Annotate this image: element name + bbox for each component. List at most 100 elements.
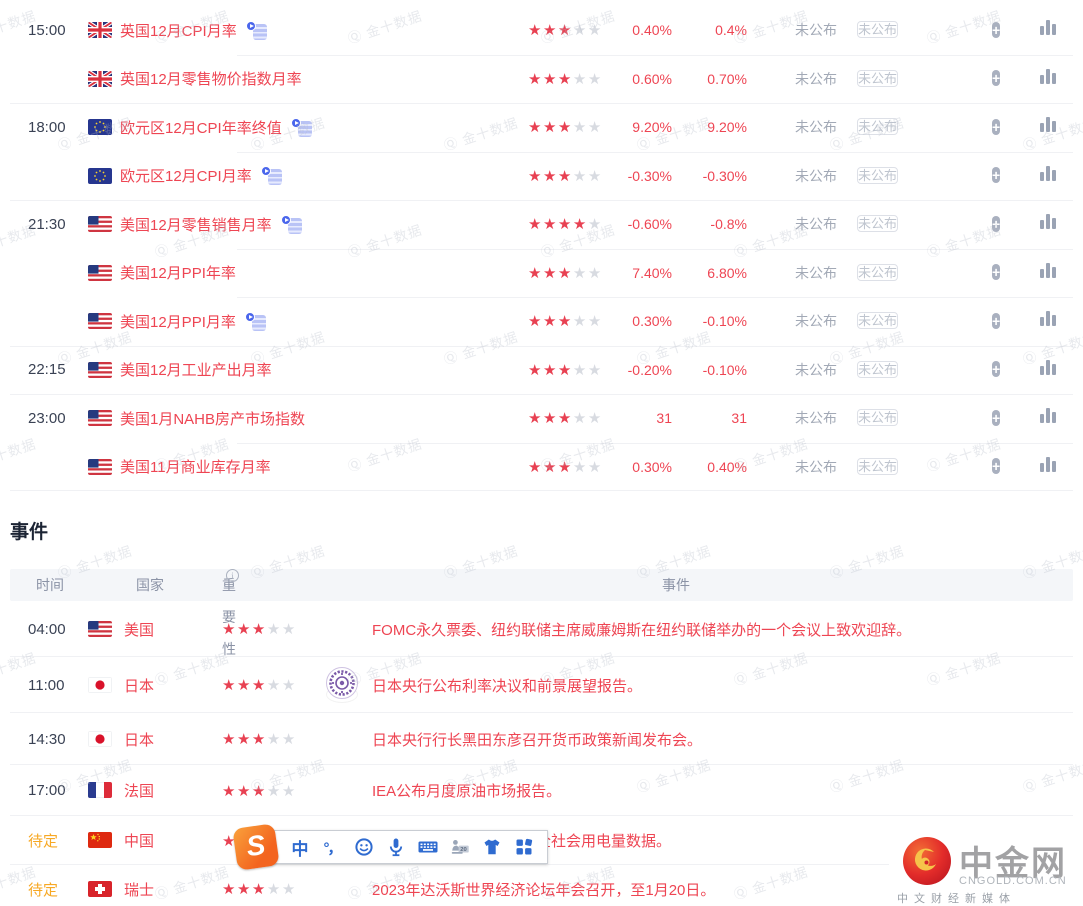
history-chart-icon[interactable] [1040, 117, 1056, 133]
sogou-ime-toolbar[interactable]: S 中 °， 20 [232, 823, 548, 871]
published-value-field[interactable]: 未公布 [857, 360, 899, 378]
star-icon: ★ [236, 782, 252, 800]
cngold-name: 中金网 [959, 845, 1067, 883]
star-icon: ★ [572, 119, 588, 137]
published-value-field[interactable]: 未公布 [857, 409, 899, 427]
previous-value: 9.20% [632, 119, 672, 136]
add-alert-button[interactable]: + [992, 409, 1001, 426]
star-icon: ★ [266, 782, 282, 800]
indicator-name[interactable]: 美国12月PPI月率 [120, 313, 236, 331]
importance-stars: ★★★★★ [222, 881, 297, 898]
star-icon: ★ [528, 216, 543, 234]
star-icon: ★ [557, 216, 573, 234]
indicator-name[interactable]: 美国12月工业产出月率 [120, 362, 272, 380]
add-alert-button[interactable]: + [992, 215, 1001, 232]
indicator-name[interactable]: 欧元区12月CPI年率终值 [120, 119, 282, 137]
history-chart-icon[interactable] [1040, 214, 1056, 230]
event-description: IEA公布月度原油市场报告。 [372, 783, 562, 800]
event-time: 04:00 [28, 620, 66, 638]
published-value-field[interactable]: 未公布 [857, 166, 899, 184]
release-time: 23:00 [28, 409, 66, 427]
indicator-name[interactable]: 英国12月CPI月率 [120, 22, 237, 40]
published-value-field[interactable]: 未公布 [857, 118, 899, 136]
calendar-row: 21:30 美国12月零售销售月率 ★★★★★ -0.60% -0.8% 未公布… [0, 200, 1083, 249]
event-time: 待定 [28, 833, 59, 850]
economic-data-table: 15:00 英国12月CPI月率 ★★★★★ 0.40% 0.4% 未公布 未公… [0, 20, 1083, 491]
star-icon: ★ [251, 881, 267, 898]
country-flag-jp [88, 676, 112, 693]
indicator-name[interactable]: 美国11月商业库存月率 [120, 459, 271, 477]
country-flag-us [88, 410, 112, 427]
add-alert-button[interactable]: + [992, 167, 1001, 184]
star-icon: ★ [542, 410, 558, 428]
previous-value: 0.40% [632, 22, 672, 39]
skin-icon[interactable] [481, 835, 503, 859]
toolbox-icon[interactable] [513, 835, 535, 859]
add-alert-button[interactable]: + [992, 264, 1001, 281]
star-icon: ★ [557, 70, 573, 88]
video-explain-icon[interactable] [244, 311, 266, 331]
published-status: 未公布 [795, 264, 837, 281]
published-value-field[interactable]: 未公布 [857, 69, 899, 87]
indicator-name[interactable]: 美国1月NAHB房产市场指数 [120, 410, 306, 428]
published-value-field[interactable]: 未公布 [857, 215, 899, 233]
star-icon: ★ [251, 677, 267, 694]
emoji-icon[interactable] [353, 835, 375, 859]
chinese-mode-icon[interactable]: 中 [291, 839, 309, 859]
star-icon: ★ [572, 70, 588, 88]
add-alert-button[interactable]: + [992, 70, 1001, 87]
star-icon: ★ [528, 22, 543, 40]
video-explain-icon[interactable] [280, 214, 302, 234]
published-value-field[interactable]: 未公布 [857, 263, 899, 281]
microphone-icon[interactable] [385, 835, 407, 859]
event-time: 待定 [28, 881, 59, 899]
keyboard-icon[interactable] [417, 835, 439, 859]
punctuation-icon[interactable]: °， [323, 839, 343, 857]
history-chart-icon[interactable] [1040, 20, 1056, 36]
add-alert-button[interactable]: + [992, 458, 1001, 475]
history-chart-icon[interactable] [1040, 311, 1056, 327]
indicator-name[interactable]: 美国12月PPI年率 [120, 265, 236, 283]
published-value-field[interactable]: 未公布 [857, 21, 899, 39]
star-icon: ★ [587, 119, 603, 137]
video-explain-icon[interactable] [260, 166, 282, 186]
event-time: 14:30 [28, 730, 66, 748]
events-header-event: 事件 [662, 577, 690, 593]
add-alert-button[interactable]: + [992, 312, 1001, 329]
star-icon: ★ [542, 458, 558, 476]
star-icon: ★ [587, 361, 603, 379]
add-alert-button[interactable]: + [992, 118, 1001, 135]
country-flag-us [88, 620, 112, 637]
published-value-field[interactable]: 未公布 [857, 457, 899, 475]
history-chart-icon[interactable] [1040, 456, 1056, 472]
indicator-name[interactable]: 美国12月零售销售月率 [120, 216, 272, 234]
star-icon: ★ [528, 167, 543, 185]
history-chart-icon[interactable] [1040, 262, 1056, 278]
history-chart-icon[interactable] [1040, 408, 1056, 424]
history-chart-icon[interactable] [1040, 359, 1056, 375]
star-icon: ★ [222, 832, 237, 850]
star-icon: ★ [557, 264, 573, 282]
events-header-time: 时间 [36, 577, 64, 593]
add-alert-button[interactable]: + [992, 21, 1001, 38]
star-icon: ★ [542, 167, 558, 185]
importance-stars: ★★★★★ [528, 313, 603, 330]
figure-20-icon[interactable]: 20 [449, 835, 471, 859]
star-icon: ★ [222, 782, 237, 800]
indicator-name[interactable]: 欧元区12月CPI月率 [120, 168, 252, 186]
add-alert-button[interactable]: + [992, 361, 1001, 378]
previous-value: 7.40% [632, 264, 672, 281]
calendar-row: 美国12月PPI年率 ★★★★★ 7.40% 6.80% 未公布 未公布 + [0, 248, 1083, 298]
cngold-logo-icon [901, 835, 953, 892]
history-chart-icon[interactable] [1040, 165, 1056, 181]
video-explain-icon[interactable] [245, 20, 267, 40]
indicator-name[interactable]: 英国12月零售物价指数月率 [120, 71, 302, 89]
sogou-logo[interactable]: S [232, 823, 280, 871]
event-country: 中国 [124, 833, 155, 850]
video-explain-icon[interactable] [290, 117, 312, 137]
history-chart-icon[interactable] [1040, 68, 1056, 84]
star-icon: ★ [587, 70, 603, 88]
published-value-field[interactable]: 未公布 [857, 312, 899, 330]
star-icon: ★ [572, 458, 588, 476]
importance-info-icon[interactable]: i [226, 569, 239, 582]
